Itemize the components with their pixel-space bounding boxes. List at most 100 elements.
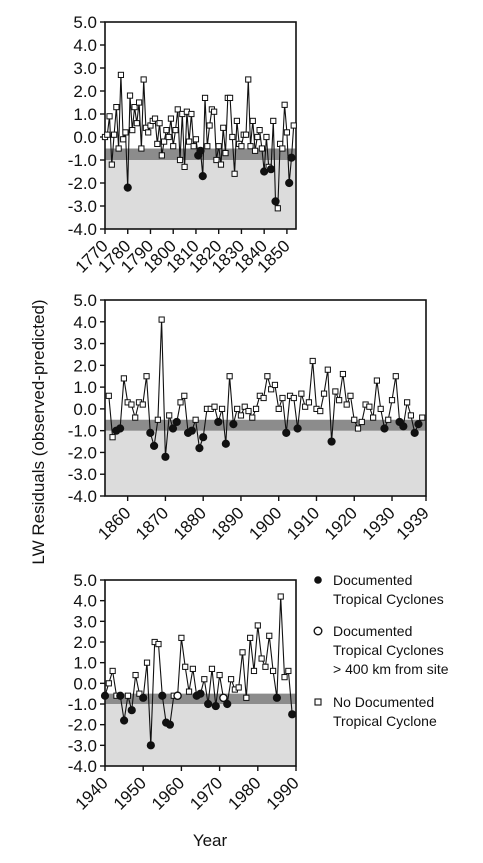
data-point-no-cyclone — [385, 416, 392, 423]
data-point-no-cyclone — [217, 161, 225, 168]
y-tick-label: 4.0 — [73, 592, 97, 611]
data-point-no-cyclone — [201, 94, 209, 102]
data-point-no-cyclone — [264, 373, 271, 380]
data-point-no-cyclone — [154, 140, 161, 148]
data-point-no-cyclone — [279, 145, 286, 152]
data-point-no-cyclone — [215, 143, 222, 150]
data-point-no-cyclone — [234, 405, 241, 412]
legend-marker-open-circle — [313, 626, 323, 636]
plot-frame — [104, 299, 427, 497]
data-point-no-cyclone — [268, 386, 275, 393]
data-point-no-cyclone — [113, 104, 120, 111]
data-point-cyclone — [414, 420, 423, 429]
data-point-no-cyclone — [151, 115, 159, 122]
data-point-no-cyclone — [241, 403, 248, 410]
data-point-no-cyclone — [161, 138, 168, 145]
data-point-no-cyclone — [254, 133, 261, 141]
y-tick-label: -1.0 — [68, 422, 97, 441]
plot-frame — [104, 579, 297, 767]
data-point-cyclone — [199, 433, 208, 442]
data-point-no-cyclone — [177, 399, 184, 406]
data-point-no-cyclone — [271, 381, 279, 389]
data-point-no-cyclone — [181, 163, 188, 171]
legend-label: Tropical Cyclones — [333, 591, 444, 607]
x-tick-label: 1880 — [170, 503, 210, 543]
y-tick-label: -3.0 — [68, 197, 97, 216]
data-point-no-cyclone — [133, 120, 140, 127]
data-point-no-cyclone — [122, 129, 129, 136]
legend-item-1: Documented Tropical Cyclones — [314, 572, 444, 607]
data-point-no-cyclone — [189, 665, 196, 672]
x-tick-label: 1939 — [393, 503, 433, 543]
data-point-no-cyclone — [290, 394, 297, 402]
data-point-no-cyclone — [174, 106, 181, 113]
chart-panel-3: 5.04.03.02.01.00.0-1.0-2.0-3.0-4.0194019… — [68, 571, 303, 814]
data-point-no-cyclone — [128, 401, 135, 408]
data-point-no-cyclone — [245, 76, 252, 83]
data-point-no-cyclone — [226, 373, 233, 380]
y-tick-label: 4.0 — [73, 36, 97, 55]
data-point-cyclone — [196, 146, 205, 155]
data-point-no-cyclone — [343, 401, 350, 408]
data-point-no-cyclone — [275, 405, 282, 412]
data-point-no-cyclone — [358, 418, 365, 426]
x-tick-label: 1900 — [245, 503, 285, 543]
data-point-no-cyclone — [117, 71, 125, 79]
data-point-no-cyclone — [290, 122, 297, 129]
y-tick-label: 5.0 — [73, 571, 97, 590]
legend-marker-filled-circle — [314, 576, 322, 584]
data-point-no-cyclone — [238, 143, 245, 150]
legend-label: Documented — [333, 623, 412, 639]
x-tick-label: 1960 — [148, 773, 188, 813]
data-point-no-cyclone — [188, 110, 195, 118]
data-point-cyclone — [146, 741, 155, 750]
data-point-no-cyclone — [252, 405, 260, 412]
data-point-no-cyclone — [285, 667, 292, 675]
data-point-no-cyclone — [309, 357, 316, 365]
data-point-no-cyclone — [155, 640, 162, 648]
data-point-no-cyclone — [166, 412, 173, 419]
panels: 5.04.03.02.01.00.0-1.0-2.0-3.0-4.0177017… — [68, 13, 433, 814]
data-point-no-cyclone — [407, 412, 414, 419]
data-point-cyclone — [139, 693, 148, 702]
data-point-no-cyclone — [404, 399, 411, 406]
data-point-no-cyclone — [211, 108, 218, 115]
x-tick-label: 1970 — [186, 773, 226, 813]
data-point-no-cyclone — [270, 117, 277, 125]
data-point-no-cyclone — [106, 113, 113, 120]
data-point-no-cyclone — [136, 690, 143, 697]
data-point-no-cyclone — [251, 147, 259, 154]
y-tick-label: 3.0 — [73, 59, 97, 78]
data-point-no-cyclone — [143, 373, 150, 380]
data-point-distant-cyclone — [173, 691, 182, 701]
y-axis-title: LW Residuals (observed-predicted) — [29, 299, 48, 564]
data-point-no-cyclone — [206, 122, 213, 129]
y-tick-label: 3.0 — [73, 612, 97, 631]
data-point-no-cyclone — [132, 414, 139, 421]
data-point-no-cyclone — [235, 684, 242, 691]
chart-panel-1: 5.04.03.02.01.00.0-1.0-2.0-3.0-4.0177017… — [68, 13, 297, 277]
data-point-no-cyclone — [163, 127, 170, 134]
threshold-band — [105, 419, 426, 431]
y-tick-label: 1.0 — [73, 378, 97, 397]
x-tick-label: 1980 — [224, 773, 264, 813]
data-point-cyclone — [116, 691, 125, 700]
threshold-band — [105, 693, 296, 704]
data-point-cyclone — [293, 424, 302, 433]
data-point-no-cyclone — [131, 104, 138, 111]
y-tick-label: -2.0 — [68, 443, 97, 462]
y-tick-label: -4.0 — [68, 757, 97, 776]
data-point-cyclone — [266, 165, 276, 174]
data-point-no-cyclone — [145, 129, 152, 136]
data-point-no-cyclone — [263, 133, 270, 141]
data-point-cyclone — [272, 693, 281, 702]
data-point-no-cyclone — [170, 143, 177, 150]
data-point-no-cyclone — [185, 688, 193, 695]
y-tick-label: -2.0 — [68, 716, 97, 735]
y-tick-label: -2.0 — [68, 174, 97, 193]
legend-label: > 400 km from site — [333, 661, 449, 677]
y-tick-label: -1.0 — [68, 695, 97, 714]
data-point-no-cyclone — [132, 671, 139, 679]
data-point-cyclone — [195, 443, 204, 453]
data-point-no-cyclone — [105, 680, 112, 687]
